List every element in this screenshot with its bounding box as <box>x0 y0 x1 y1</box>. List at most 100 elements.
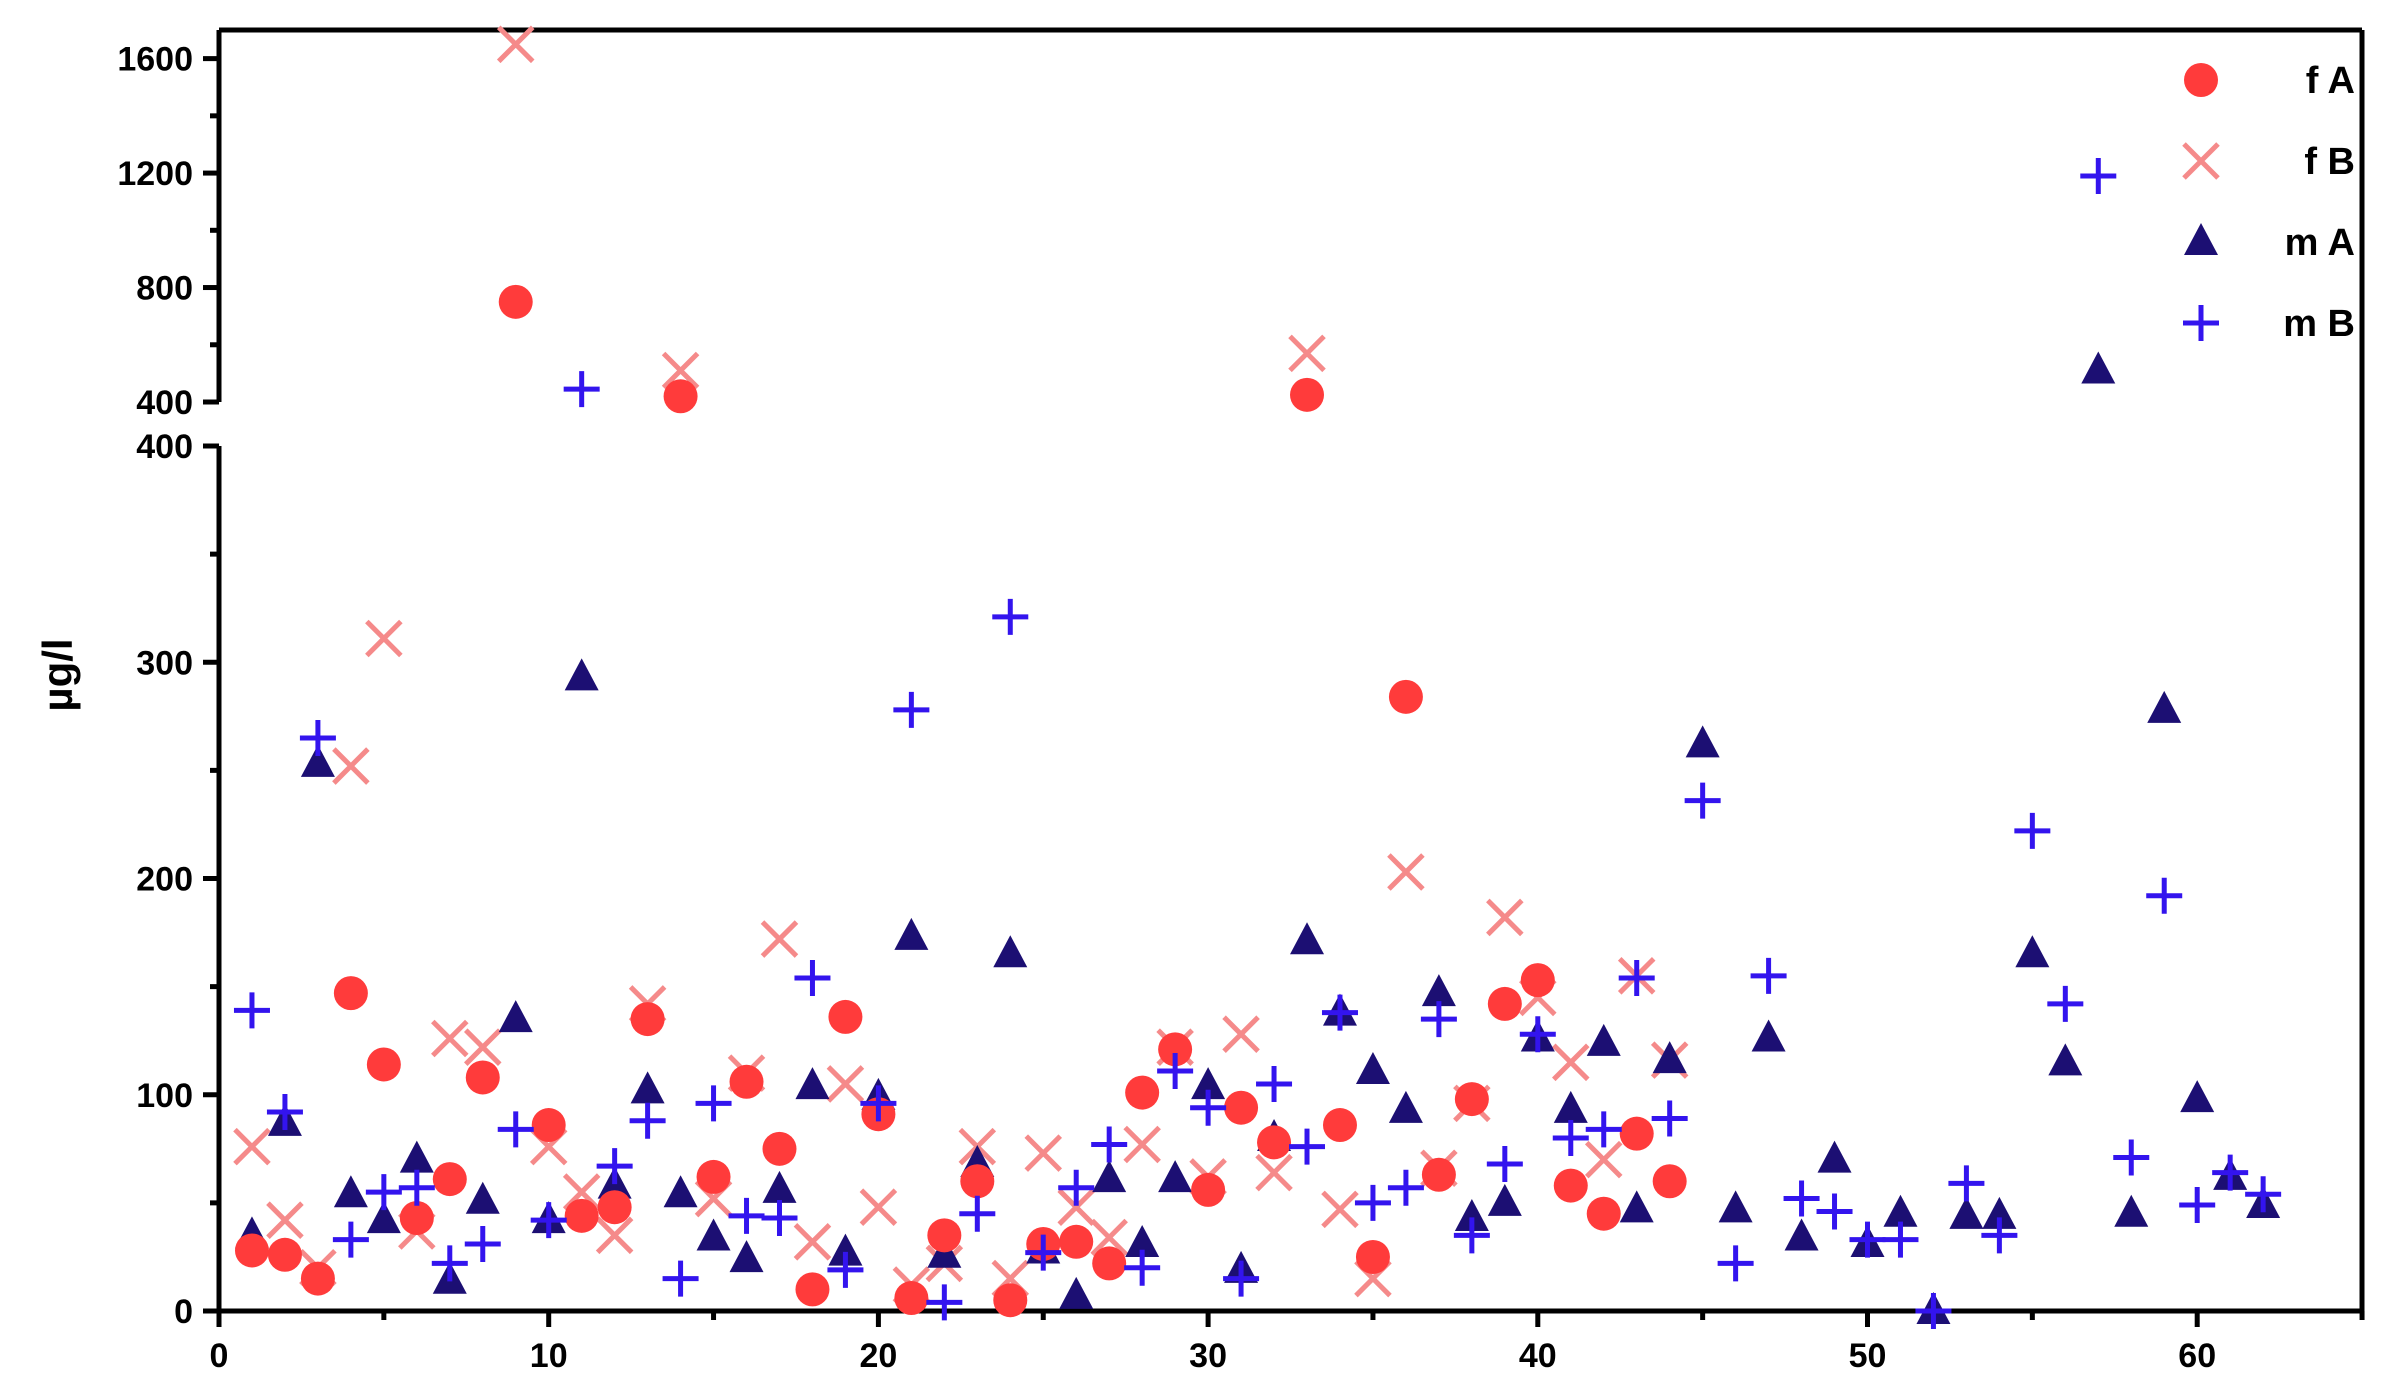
data-point <box>1816 1193 1853 1230</box>
data-point <box>993 1283 1028 1318</box>
y-tick-label: 400 <box>136 428 193 466</box>
data-point <box>596 1148 633 1185</box>
data-point <box>1223 1260 1260 1297</box>
legend-marker <box>2184 63 2218 97</box>
data-point <box>463 1028 502 1066</box>
data-point <box>1157 1052 1194 1089</box>
data-point <box>432 1162 467 1197</box>
data-point <box>1584 1140 1623 1179</box>
data-point <box>1487 1183 1522 1216</box>
data-point <box>1123 1125 1161 1164</box>
data-point <box>267 1237 302 1272</box>
data-point <box>266 1094 303 1131</box>
data-point <box>1486 898 1524 937</box>
data-point <box>2081 351 2116 384</box>
data-point <box>1125 1224 1160 1257</box>
x-tick-label: 10 <box>530 1337 568 1375</box>
x-tick-label: 40 <box>1519 1337 1557 1375</box>
data-point <box>597 1190 632 1225</box>
data-point <box>2179 1187 2216 1224</box>
data-point <box>1421 1157 1456 1192</box>
data-point <box>1059 1276 1094 1309</box>
y-tick-label-upper: 400 <box>136 384 193 422</box>
data-point <box>530 1202 567 1239</box>
x-tick-label: 50 <box>1849 1337 1887 1375</box>
data-point <box>399 1201 434 1236</box>
legend-label: m B <box>2283 303 2355 345</box>
data-point <box>696 1159 731 1194</box>
data-point <box>1059 1224 1094 1259</box>
data-point <box>663 1175 698 1208</box>
data-point <box>894 1281 929 1316</box>
data-point <box>2114 1194 2149 1227</box>
data-point <box>464 1225 501 1262</box>
data-point <box>564 658 599 691</box>
data-point <box>728 1197 765 1234</box>
data-point <box>1024 1134 1063 1172</box>
data-point <box>1224 1090 1259 1125</box>
legend-marker <box>2184 223 2218 255</box>
y-tick-label-upper: 800 <box>136 270 193 308</box>
legend-label: m A <box>2285 222 2355 264</box>
data-point <box>1552 1043 1590 1082</box>
data-point <box>793 1223 832 1261</box>
data-point <box>2113 1139 2150 1176</box>
x-tick-label: 20 <box>859 1337 897 1375</box>
data-point <box>2146 877 2183 914</box>
data-point <box>1091 1126 1128 1163</box>
data-point <box>1388 679 1423 714</box>
data-point <box>859 1188 898 1226</box>
data-point <box>1883 1194 1918 1227</box>
data-point <box>1092 1160 1127 1193</box>
data-point <box>299 719 336 756</box>
data-point <box>1057 1188 1095 1226</box>
data-point <box>333 976 368 1011</box>
data-point <box>2080 157 2117 194</box>
data-point <box>1520 963 1555 998</box>
data-point <box>1289 1128 1326 1165</box>
data-point <box>630 1002 665 1037</box>
y-tick-label: 300 <box>136 644 193 682</box>
data-point <box>1586 1196 1621 1231</box>
data-point <box>1948 1165 1985 1202</box>
data-point <box>498 284 533 319</box>
data-point <box>2180 1080 2215 1113</box>
y-tick-label-upper: 1600 <box>117 41 193 79</box>
data-point <box>1158 1032 1193 1067</box>
data-point <box>1619 1116 1654 1151</box>
legend-marker <box>2183 305 2219 341</box>
y-tick-label: 100 <box>136 1077 193 1115</box>
data-point <box>1519 1016 1556 1053</box>
data-point <box>2212 1154 2249 1191</box>
data-point <box>1949 1196 1984 1229</box>
data-point <box>1981 1217 2018 1254</box>
data-point <box>1982 1196 2017 1229</box>
data-point <box>1553 1168 1588 1203</box>
data-point <box>498 1000 533 1033</box>
data-point <box>795 1067 830 1100</box>
y-tick-label: 0 <box>174 1293 193 1331</box>
data-point <box>1817 1140 1852 1173</box>
axes: 0 10 20 30 40 50 60 0 100 200 300 400 400 800 1200 1600 <box>117 27 2365 1375</box>
data-point <box>826 1065 865 1103</box>
data-point <box>661 351 700 390</box>
data-point <box>629 1102 666 1139</box>
data-point <box>233 992 270 1029</box>
data-point <box>1618 959 1655 996</box>
data-point <box>1290 377 1325 412</box>
data-point <box>762 1170 797 1203</box>
data-point <box>333 1175 368 1208</box>
series-m-b <box>233 157 2282 1329</box>
data-point <box>1025 1234 1062 1271</box>
data-point <box>760 920 799 958</box>
data-point <box>1355 1051 1390 1084</box>
data-point <box>465 1181 500 1214</box>
data-point <box>827 1251 864 1288</box>
data-point <box>1191 1067 1226 1100</box>
data-point <box>1190 1089 1227 1126</box>
data-point <box>1321 1190 1359 1229</box>
data-point <box>399 1140 434 1173</box>
data-point <box>828 999 863 1034</box>
data-point <box>1092 1246 1127 1281</box>
